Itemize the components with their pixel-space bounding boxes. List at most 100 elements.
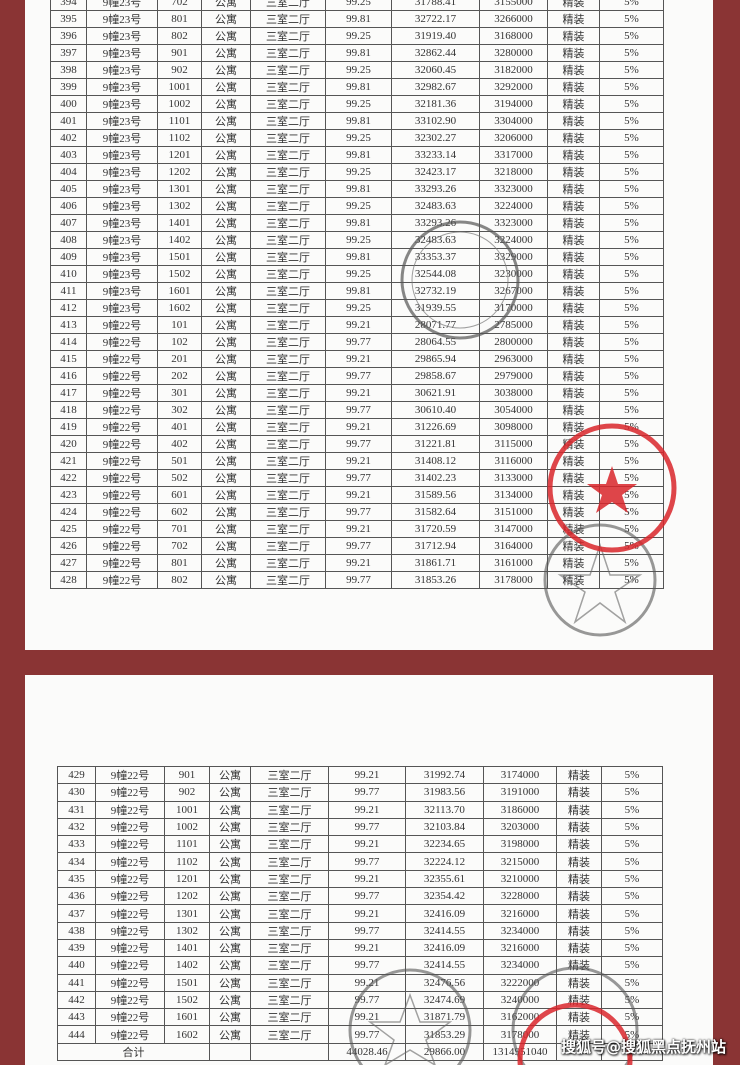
unit-price-cell: 31861.71 xyxy=(391,554,480,572)
building-cell: 9幢22号 xyxy=(86,435,158,453)
property-type-cell: 公寓 xyxy=(201,299,251,317)
property-type-cell: 公寓 xyxy=(201,61,251,79)
rate-cell: 5% xyxy=(599,197,664,215)
area-cell: 99.25 xyxy=(325,265,392,283)
layout-cell: 三室二厅 xyxy=(250,537,326,555)
rate-cell: 5% xyxy=(599,61,664,79)
total-price-cell: 3323000 xyxy=(479,214,548,232)
row-number-cell: 402 xyxy=(50,129,87,147)
decoration-cell: 精装 xyxy=(556,921,602,940)
decoration-cell: 精装 xyxy=(547,112,600,130)
property-type-cell: 公寓 xyxy=(201,537,251,555)
building-cell: 9幢22号 xyxy=(95,835,165,854)
rate-cell: 5% xyxy=(599,486,664,504)
total-price-cell: 3147000 xyxy=(479,520,548,538)
table-row: 422 9幢22号 502 公寓 三室二厅 99.77 31402.23 3133000 精装 5… xyxy=(50,469,664,487)
total-price-cell: 3329000 xyxy=(479,248,548,266)
property-type-cell: 公寓 xyxy=(209,835,251,854)
unit-number-cell: 1401 xyxy=(157,214,202,232)
property-type-cell: 公寓 xyxy=(201,129,251,147)
unit-number-cell: 302 xyxy=(157,401,202,419)
building-cell: 9幢22号 xyxy=(86,333,158,351)
rate-cell: 5% xyxy=(599,537,664,555)
property-type-cell: 公寓 xyxy=(201,265,251,283)
building-cell: 9幢23号 xyxy=(86,10,158,28)
layout-cell: 三室二厅 xyxy=(250,316,326,334)
area-cell: 99.21 xyxy=(328,1008,406,1027)
unit-number-cell: 1301 xyxy=(164,904,210,923)
area-cell: 99.81 xyxy=(325,112,392,130)
decoration-cell: 精装 xyxy=(556,765,602,785)
row-number-cell: 423 xyxy=(50,486,87,504)
row-number-cell: 426 xyxy=(50,537,87,555)
row-number-cell: 401 xyxy=(50,112,87,130)
total-price-cell: 3182000 xyxy=(479,61,548,79)
area-cell: 99.77 xyxy=(325,367,392,385)
total-price-cell: 3155000 xyxy=(479,0,548,11)
unit-number-cell: 1301 xyxy=(157,180,202,198)
building-cell: 9幢22号 xyxy=(86,537,158,555)
property-type-cell: 公寓 xyxy=(201,384,251,402)
layout-cell: 三室二厅 xyxy=(250,520,326,538)
unit-price-cell: 29865.94 xyxy=(391,350,480,368)
property-type-cell: 公寓 xyxy=(209,1008,251,1027)
property-type-cell: 公寓 xyxy=(201,486,251,504)
layout-cell: 三室二厅 xyxy=(250,401,326,419)
building-cell: 9幢23号 xyxy=(86,282,158,300)
unit-price-cell: 31853.26 xyxy=(391,571,480,589)
area-cell: 99.21 xyxy=(328,973,406,992)
unit-price-cell: 31221.81 xyxy=(391,435,480,453)
building-cell: 9幢23号 xyxy=(86,78,158,96)
layout-cell: 三室二厅 xyxy=(250,817,329,837)
area-cell: 99.77 xyxy=(325,333,392,351)
building-cell: 9幢23号 xyxy=(86,146,158,164)
layout-cell: 三室二厅 xyxy=(250,78,326,96)
area-cell: 99.77 xyxy=(325,503,392,521)
area-cell: 99.81 xyxy=(325,282,392,300)
property-type-cell: 公寓 xyxy=(209,852,251,871)
unit-number-cell: 902 xyxy=(157,61,202,79)
area-cell: 99.77 xyxy=(328,783,406,802)
table-row: 428 9幢22号 802 公寓 三室二厅 99.77 31853.26 3178000 精装 5… xyxy=(50,571,664,589)
row-number-cell: 438 xyxy=(57,921,96,940)
property-type-cell: 公寓 xyxy=(201,0,251,11)
building-cell: 9幢22号 xyxy=(95,938,165,958)
row-number-cell: 417 xyxy=(50,384,87,402)
decoration-cell: 精装 xyxy=(547,333,600,351)
area-cell: 99.25 xyxy=(325,95,392,113)
rate-cell: 5% xyxy=(601,765,663,785)
rate-cell: 5% xyxy=(599,44,664,62)
total-price-cell: 3186000 xyxy=(483,800,557,819)
unit-price-cell: 32103.84 xyxy=(405,817,484,837)
decoration-cell: 精装 xyxy=(556,835,602,854)
rate-cell: 5% xyxy=(599,571,664,589)
unit-number-cell: 502 xyxy=(157,469,202,487)
unit-price-cell: 32476.56 xyxy=(405,973,484,992)
unit-price-cell: 31226.69 xyxy=(391,418,480,436)
area-cell: 99.21 xyxy=(328,904,406,923)
table-row: 415 9幢22号 201 公寓 三室二厅 99.21 29865.94 2963000 精装 5… xyxy=(50,350,664,368)
layout-cell: 三室二厅 xyxy=(250,904,329,923)
table-row: 437 9幢22号 1301 公寓 三室二厅 99.21 32416.09 3216000 精装… xyxy=(57,904,663,923)
decoration-cell: 精装 xyxy=(547,163,600,181)
area-cell: 99.77 xyxy=(328,1025,406,1044)
rate-cell: 5% xyxy=(599,554,664,572)
unit-number-cell: 1101 xyxy=(157,112,202,130)
unit-number-cell: 702 xyxy=(157,537,202,555)
rate-cell: 5% xyxy=(599,0,664,11)
decoration-cell: 精装 xyxy=(547,282,600,300)
property-type-cell: 公寓 xyxy=(201,401,251,419)
unit-number-cell: 1402 xyxy=(164,956,210,975)
decoration-cell: 精装 xyxy=(547,129,600,147)
area-cell: 99.25 xyxy=(325,129,392,147)
layout-cell: 三室二厅 xyxy=(250,0,326,11)
building-cell: 9幢22号 xyxy=(95,973,165,992)
row-number-cell: 440 xyxy=(57,956,96,975)
area-cell: 99.77 xyxy=(325,469,392,487)
row-number-cell: 436 xyxy=(57,887,96,906)
property-type-cell: 公寓 xyxy=(201,27,251,45)
layout-cell: 三室二厅 xyxy=(250,887,329,906)
decoration-cell: 精装 xyxy=(547,180,600,198)
building-cell: 9幢22号 xyxy=(95,783,165,802)
unit-number-cell: 101 xyxy=(157,316,202,334)
